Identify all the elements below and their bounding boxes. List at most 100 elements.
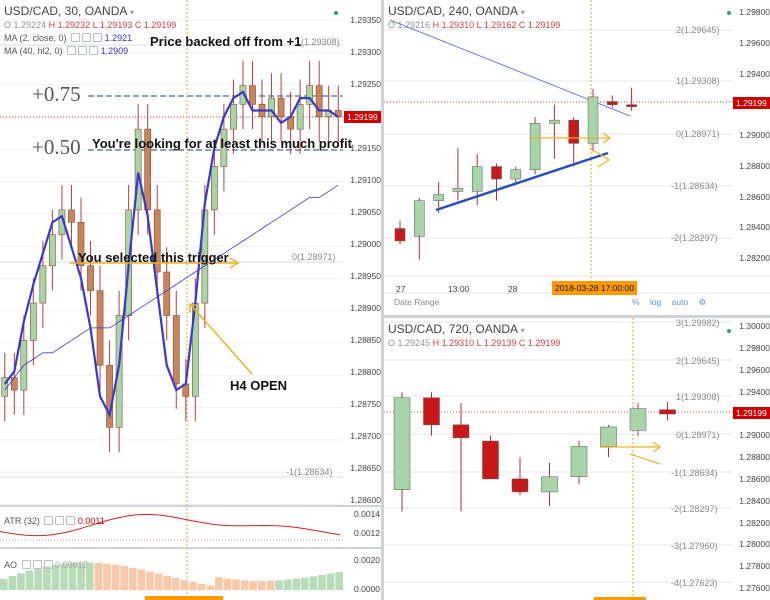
price-tick-label: 1.28200 [739,253,770,263]
settings-icon[interactable]: ⚙ [698,297,707,307]
close-icon[interactable] [89,46,99,55]
candle-body [482,440,499,480]
candle-body [511,478,529,493]
crosshair-date-tag: 2018-03-28 17:00:00 [552,281,637,295]
candle-body [29,302,37,341]
status-dot [727,329,731,333]
ao-histogram-bar [77,562,85,590]
eye-icon[interactable] [71,33,81,42]
ao-histogram-bar [43,566,51,590]
fib-level-label: 3(1.29982) [676,318,720,328]
annotation-backed-off: Price backed off from +1 [150,34,302,49]
candle-body [471,166,483,192]
annotation-h4-open: H4 OPEN [230,378,288,393]
candle-body [77,222,85,267]
close-icon[interactable] [43,560,53,569]
ao-histogram-bar [326,573,335,590]
panel-divider[interactable] [381,0,384,600]
ao-histogram-bar [275,580,283,590]
ao-histogram-bar [60,563,68,590]
left-legend: USD/CAD, 30, OANDA ▾ O 1.29224 H 1.29232… [4,4,176,56]
candle-body [607,101,618,105]
top-right-chart-canvas[interactable] [384,0,770,315]
log-button[interactable]: log [649,297,662,307]
level-arrowhead [652,441,662,453]
ao-value: 0.00012 [55,560,88,570]
chevron-down-icon[interactable]: ▾ [130,8,135,17]
auto-button[interactable]: auto [671,297,689,307]
candle-body [541,476,558,493]
candle-body [414,200,425,237]
fib-level-label: -3(1.27960) [671,541,718,551]
eye-icon[interactable] [44,516,54,525]
top-right-price-scale[interactable]: 1.298001.296001.294001.292001.290001.288… [733,0,770,275]
ma-slow-line [4,184,339,391]
ao-histogram-bar [258,580,266,590]
candle-body [144,128,152,211]
candle-body [153,209,161,273]
ao-histogram-bar [172,577,180,590]
settings-icon[interactable] [55,516,65,525]
chevron-down-icon[interactable]: ▾ [520,326,525,335]
settings-icon[interactable] [78,46,88,55]
percent-button[interactable]: % [632,297,640,307]
annotation-looking-for: You're looking for at least this much pr… [92,136,352,151]
chevron-down-icon[interactable]: ▾ [520,8,525,17]
atr-legend: ATR (32) 0.0011 [4,513,105,526]
candle-body [659,409,676,415]
bottom-right-chart-canvas[interactable] [384,318,770,600]
ao-histogram-bar [34,568,42,590]
ao-histogram-bar [266,580,275,590]
ohlc-close: C 1.29199 [134,20,177,30]
ao-histogram-bar [25,570,34,590]
ma-fast-value: 1.2921 [104,33,133,43]
candle-body [87,265,94,291]
ohlc-open: O 1.29224 [4,20,47,30]
ao-histogram-bar [8,575,17,590]
close-icon[interactable] [93,33,103,42]
price-tick-label: 1.29000 [739,430,770,441]
fib-level-1: 1(1.29308) [296,37,340,47]
candle-body [423,397,440,426]
candle-body [433,194,444,201]
left-chart-panel[interactable]: USD/CAD, 30, OANDA ▾ O 1.29224 H 1.29232… [0,0,381,600]
candle-body [315,85,323,118]
bottom-right-legend: USD/CAD, 720, OANDA ▾ O 1.29245 H 1.2931… [388,322,560,348]
ao-histogram-bar [146,571,154,590]
fib-level-label: -4(1.27623) [671,578,718,588]
close-icon[interactable] [66,516,76,525]
price-tick-label: 1.28800 [739,452,770,462]
top-right-chart-panel[interactable]: USD/CAD, 240, OANDA ▾ O 1.29216 H 1.2931… [384,0,770,315]
price-tick-label: 1.28900 [350,303,381,313]
atr-scale: 0.0014 0.0012 [354,509,380,538]
fib-level-label: 2(1.29645) [676,25,720,35]
candle-body [568,119,579,144]
left-price-scale[interactable]: 1.293501.293001.292501.292001.291501.291… [344,0,381,505]
scale-buttons: % log auto ⚙ [628,297,710,308]
time-range-highlight [145,596,223,600]
panel-divider[interactable] [384,315,770,318]
eye-icon[interactable] [67,46,77,55]
annotation-selected: You selected this trigger [78,250,229,265]
bottom-right-chart-panel[interactable]: USD/CAD, 720, OANDA ▾ O 1.29245 H 1.2931… [384,318,770,600]
left-chart-canvas[interactable] [0,0,381,600]
ao-histogram-bar [309,576,318,590]
settings-icon[interactable] [32,560,42,569]
candle-body [629,408,647,431]
time-tick-label: 28 [508,284,518,294]
eye-icon[interactable] [21,560,31,569]
ao-histogram-bar [68,562,77,590]
candle-body [106,364,113,428]
date-range-button[interactable]: Date Range [394,297,440,307]
fib-level-label: -1(1.28634) [671,468,718,478]
candle-body [510,169,522,180]
candle-body [115,315,123,428]
fib-level-0: 0(1.28971) [292,252,336,262]
settings-icon[interactable] [82,33,92,42]
atr-value: 0.0011 [77,516,105,526]
bottom-right-price-scale[interactable]: 1.300001.298001.296001.294001.292001.290… [733,318,770,600]
price-tick-label: 1.28600 [739,473,770,484]
ao-histogram-bar [301,577,309,590]
price-tick-label: 1.28600 [350,495,381,505]
price-tick-label: 1.29100 [350,175,381,185]
